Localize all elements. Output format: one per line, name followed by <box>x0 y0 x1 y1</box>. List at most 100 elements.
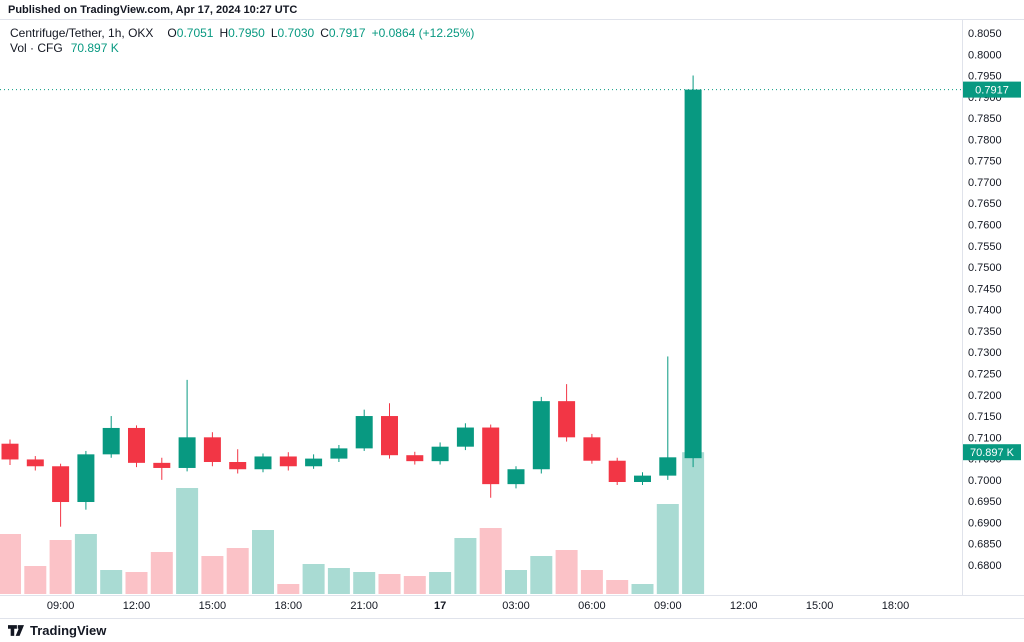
volume-title[interactable]: Vol · CFG <box>10 41 63 55</box>
ohlc-open-label: O <box>167 26 177 40</box>
candle-body <box>52 466 70 503</box>
candle-body <box>178 437 196 468</box>
volume-value: 70.897 K <box>70 41 119 55</box>
time-tick-label: 03:00 <box>502 600 530 612</box>
volume-bar <box>429 572 452 594</box>
time-tick-label: 18:00 <box>882 600 910 612</box>
time-tick-label: 17 <box>434 600 446 612</box>
price-tick-label: 0.7350 <box>968 326 1002 338</box>
candle-body <box>279 456 297 467</box>
candle-body <box>583 437 601 461</box>
volume-bar <box>327 568 350 594</box>
price-tick-label: 0.7700 <box>968 177 1002 189</box>
time-tick-label: 06:00 <box>578 600 606 612</box>
volume-bar <box>530 556 553 594</box>
ohlc-high-label: H <box>219 26 229 40</box>
price-tick-label: 0.7650 <box>968 198 1002 210</box>
price-tick-label: 0.7250 <box>968 368 1002 380</box>
volume-bar <box>0 534 21 594</box>
ohlc-low-label: L <box>270 26 278 40</box>
volume-bar <box>226 548 249 594</box>
price-tick-label: 0.7450 <box>968 283 1002 295</box>
volume-bar <box>252 530 274 594</box>
ohlc-low-value: 0.7030 <box>277 26 315 40</box>
axis-badges: 0.7917 70.897 K <box>963 81 1021 461</box>
volume-bar <box>100 570 123 594</box>
candle-body <box>203 437 221 463</box>
chart-legend: Centrifuge/Tether, 1h, OKX O0.7051 H0.7950… <box>10 26 474 56</box>
candle-body <box>102 427 120 455</box>
price-tick-label: 0.6950 <box>968 496 1002 508</box>
candle-body <box>659 457 677 476</box>
volume-bar <box>302 564 325 594</box>
volume-bar <box>656 504 679 594</box>
candle-body <box>128 427 145 463</box>
candle-body <box>1 443 19 460</box>
candle-body <box>355 416 373 449</box>
volume-bar <box>378 574 401 594</box>
time-axis[interactable]: 09:00 12:00 15:00 18:00 21:00 17 03:00 06:00 09:… <box>47 600 909 612</box>
price-tick-label: 0.7750 <box>968 156 1002 168</box>
volume-bar <box>176 488 199 594</box>
candle-body <box>431 446 449 462</box>
price-tick-label: 0.7200 <box>968 390 1002 402</box>
volume-bar <box>479 528 502 594</box>
volume-bars <box>0 452 705 594</box>
last-price-badge-text: 0.7917 <box>975 85 1009 97</box>
price-tick-label: 0.8050 <box>968 28 1002 40</box>
volume-bar <box>150 552 173 594</box>
time-tick-label: 21:00 <box>350 600 378 612</box>
volume-bar <box>49 540 72 594</box>
candle-body <box>406 455 424 462</box>
candle-body <box>507 469 525 485</box>
volume-bar <box>201 556 224 594</box>
candle-body <box>558 401 576 438</box>
symbol-title[interactable]: Centrifuge/Tether, 1h, OKX <box>10 26 154 40</box>
footer-bar: TradingView <box>0 618 1024 642</box>
last-price-badge <box>963 81 1021 98</box>
tradingview-brand-text[interactable]: TradingView <box>30 623 107 638</box>
price-tick-label: 0.8000 <box>968 49 1002 61</box>
time-tick-label: 15:00 <box>806 600 834 612</box>
last-volume-badge <box>963 444 1021 461</box>
candle-body <box>153 462 171 468</box>
price-tick-label: 0.6850 <box>968 539 1002 551</box>
candle-body <box>532 401 550 470</box>
price-tick-label: 0.7150 <box>968 411 1002 423</box>
time-tick-label: 09:00 <box>47 600 75 612</box>
volume-bar <box>403 576 426 594</box>
time-tick-label: 15:00 <box>199 600 227 612</box>
time-tick-label: 18:00 <box>275 600 303 612</box>
price-axis[interactable]: 0.80500.80000.79500.79000.78500.78000.77… <box>968 28 1002 572</box>
last-volume-badge-text: 70.897 K <box>970 447 1015 459</box>
candle-body <box>305 458 323 467</box>
price-tick-label: 0.6800 <box>968 560 1002 572</box>
price-change: +0.0864 (+12.25%) <box>371 26 475 40</box>
price-tick-label: 0.7800 <box>968 134 1002 146</box>
time-tick-label: 09:00 <box>654 600 682 612</box>
tradingview-logo-icon[interactable] <box>8 625 24 636</box>
price-tick-label: 0.7000 <box>968 475 1002 487</box>
candle-body <box>229 462 247 470</box>
volume-bar <box>353 572 376 594</box>
volume-bar <box>580 570 603 594</box>
volume-bar <box>555 550 578 594</box>
published-caption: Published on TradingView.com, Apr 17, 20… <box>0 0 1024 20</box>
price-tick-label: 0.7300 <box>968 347 1002 359</box>
candle-body <box>608 460 626 483</box>
candle-body <box>456 427 474 447</box>
volume-bar <box>505 570 527 594</box>
symbol-legend-row: Centrifuge/Tether, 1h, OKX O0.7051 H0.7950… <box>10 26 474 41</box>
time-tick-label: 12:00 <box>123 600 151 612</box>
price-tick-label: 0.6900 <box>968 517 1002 529</box>
ohlc-close-value: 0.7917 <box>328 26 366 40</box>
volume-bar <box>277 584 300 594</box>
chart-svg[interactable]: 0.80500.80000.79500.79000.78500.78000.77… <box>0 20 1024 618</box>
ohlc-high-value: 0.7950 <box>228 26 265 40</box>
volume-bar <box>682 452 705 594</box>
candle-body <box>482 427 500 485</box>
ohlc-open-value: 0.7051 <box>176 26 214 40</box>
volume-bar <box>631 584 654 594</box>
price-tick-label: 0.7100 <box>968 432 1002 444</box>
